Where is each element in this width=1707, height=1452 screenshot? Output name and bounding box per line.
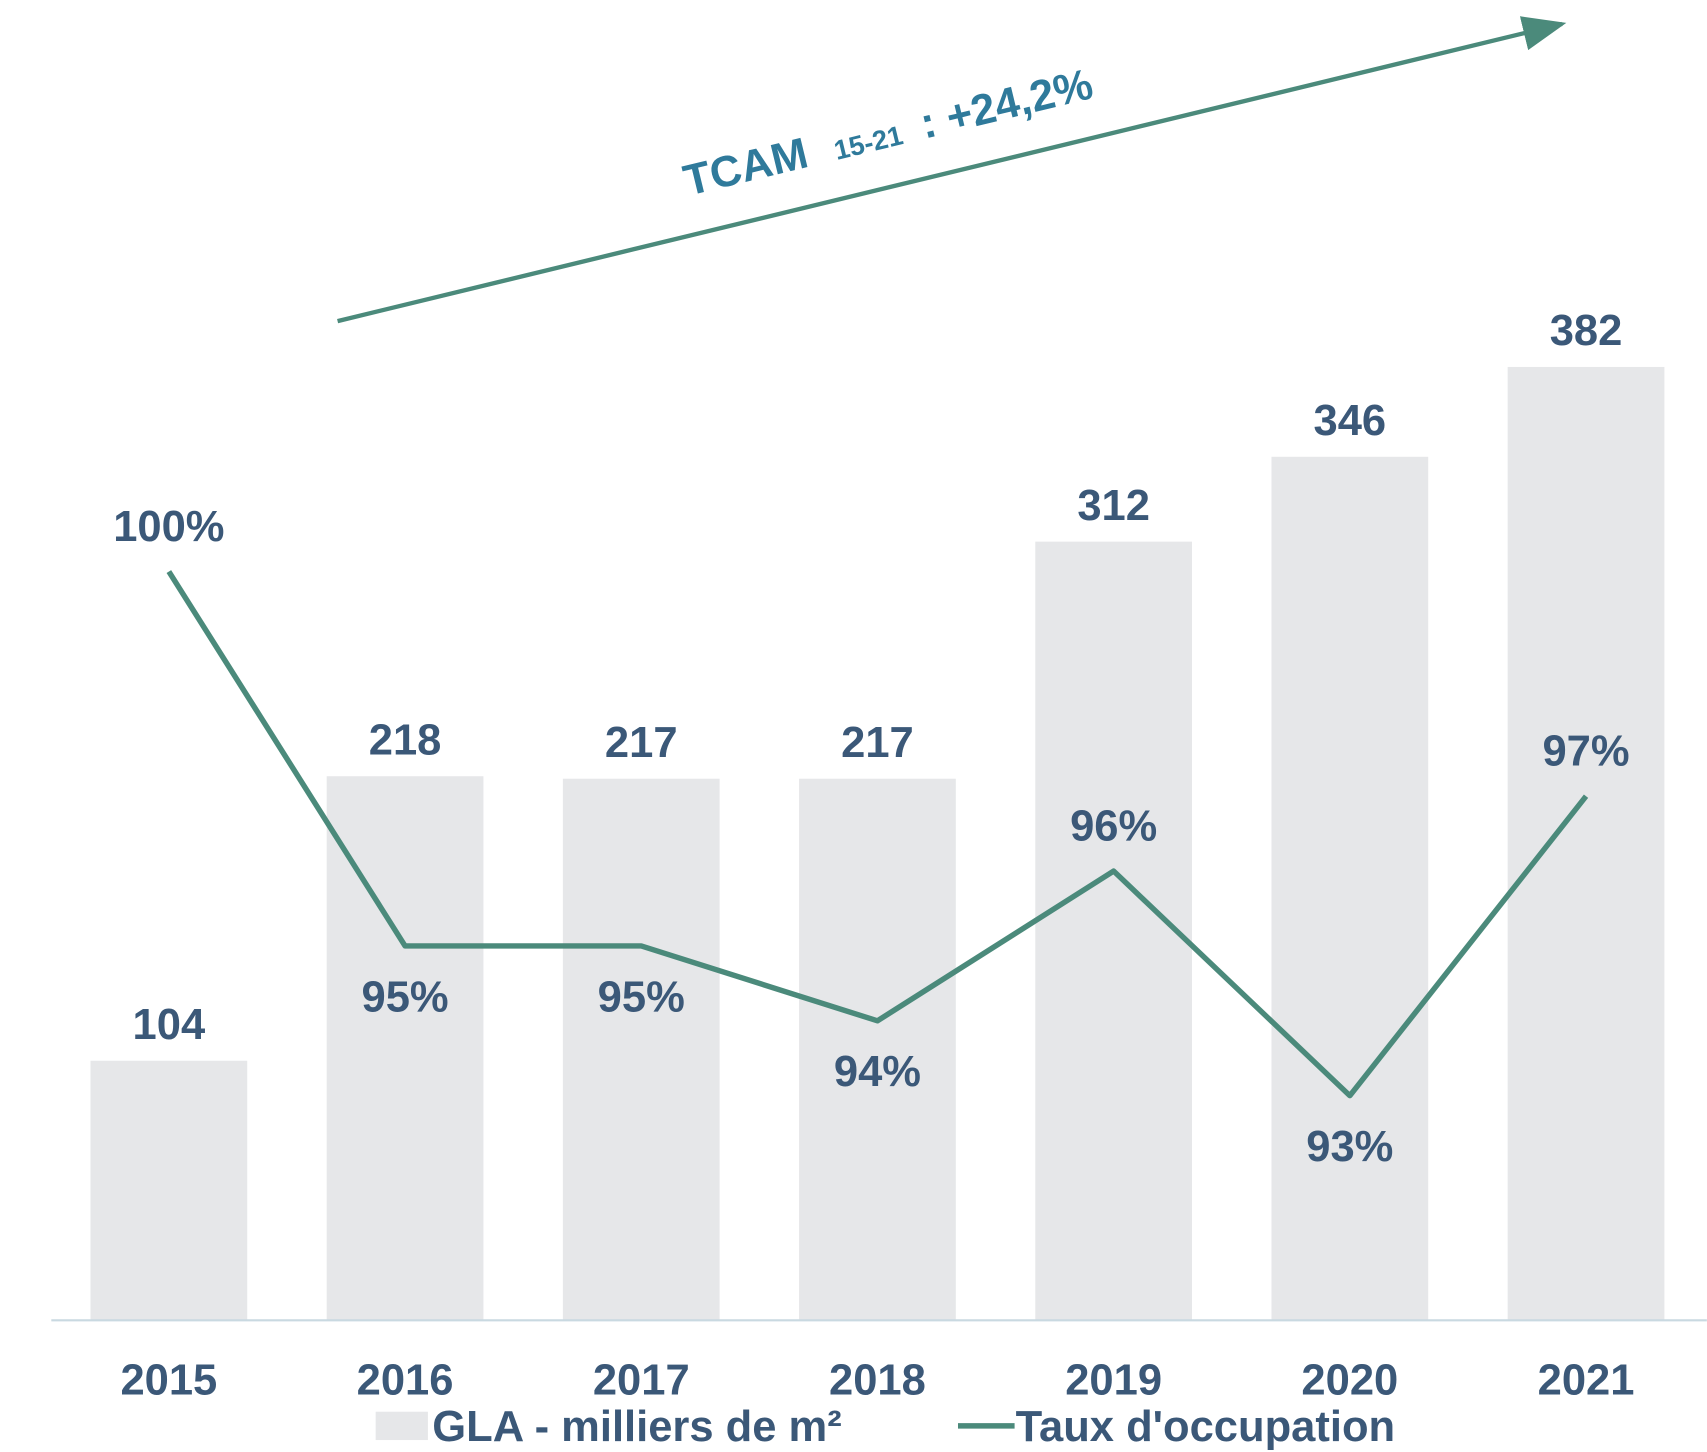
- legend-label: Taux d'occupation: [1016, 1403, 1395, 1451]
- bar: [1035, 541, 1193, 1321]
- x-tick-label: 2020: [1301, 1356, 1398, 1404]
- x-tick-label: 2019: [1065, 1356, 1162, 1404]
- trend-arrow: [337, 16, 1567, 324]
- bar-value-label: 218: [369, 716, 442, 764]
- bar-value-label: 217: [841, 719, 914, 767]
- line-value-label: 94%: [834, 1048, 921, 1096]
- x-tick-label: 2017: [593, 1356, 690, 1404]
- bar: [562, 778, 720, 1321]
- bar-value-label: 346: [1314, 397, 1387, 445]
- bar-value-label: 104: [133, 1001, 206, 1049]
- bar: [90, 1060, 248, 1321]
- x-tick-label: 2016: [357, 1356, 454, 1404]
- bar-value-label: 217: [605, 719, 678, 767]
- annotation: TCAM 15-21 : +24,2%: [679, 61, 1097, 206]
- x-tick-label: 2021: [1538, 1356, 1635, 1404]
- line-value-label: 93%: [1306, 1123, 1393, 1171]
- line-value-label: 96%: [1070, 803, 1157, 851]
- bar: [1507, 366, 1665, 1321]
- bar-value-label: 312: [1077, 482, 1150, 530]
- line-value-label: 95%: [598, 973, 685, 1021]
- occupancy-line: [166, 570, 1589, 1099]
- bar: [799, 778, 956, 1321]
- x-tick-label: 2015: [120, 1356, 217, 1404]
- annotation-text: TCAM: [679, 129, 812, 205]
- annotation-suffix: : +24,2%: [916, 61, 1098, 149]
- bar-value-label: 382: [1550, 307, 1623, 355]
- legend-label: GLA - milliers de m²: [432, 1403, 841, 1451]
- x-tick-label: 2018: [829, 1356, 926, 1404]
- legend-swatch: [375, 1411, 428, 1441]
- line-value-label: 95%: [362, 973, 449, 1021]
- bar: [1271, 456, 1429, 1321]
- line-value-label: 100%: [113, 503, 224, 551]
- annotation-subscript: 15-21: [831, 119, 906, 165]
- line-value-label: 97%: [1542, 728, 1629, 776]
